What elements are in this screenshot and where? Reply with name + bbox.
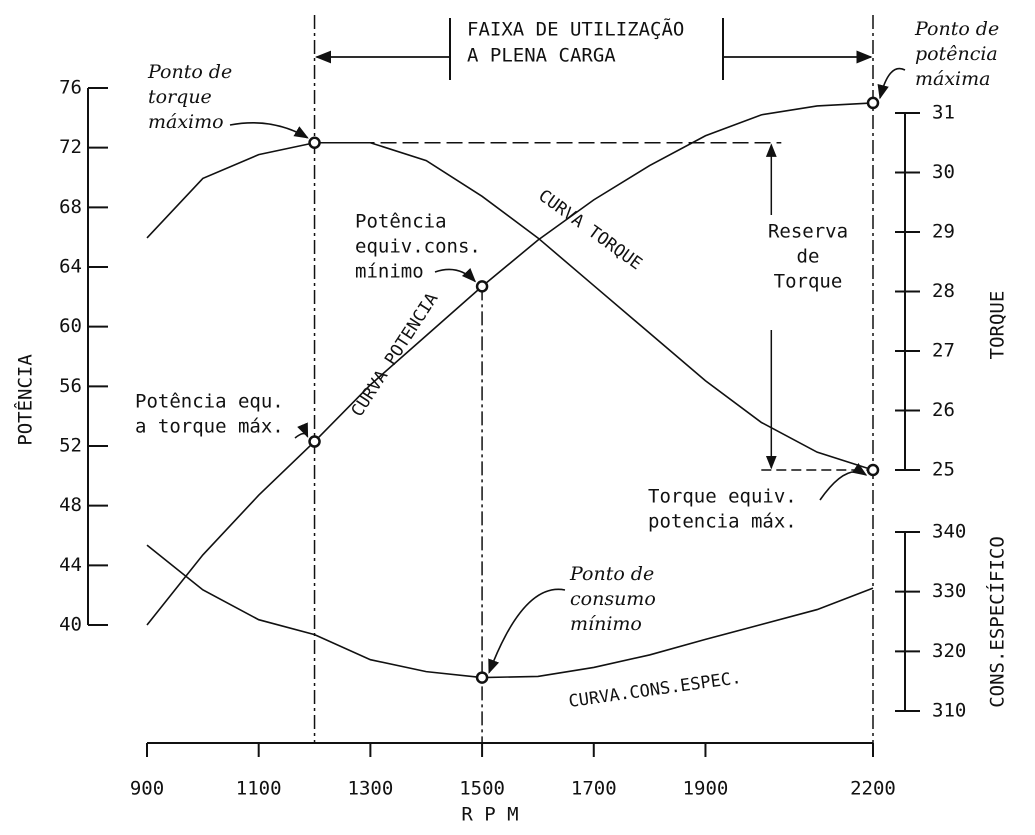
y-axis-label: POTÊNCIA [14, 354, 37, 446]
annotation: torque [148, 86, 212, 108]
y3-tick-label: 310 [932, 700, 966, 722]
band-label: FAIXA DE UTILIZAÇÃO [467, 18, 684, 41]
x-tick-label: 1700 [571, 778, 617, 800]
annotation: mínimo [570, 613, 642, 635]
x-tick-label: 2200 [850, 778, 896, 800]
annotation: a torque máx. [135, 416, 284, 438]
y-tick-label: 72 [59, 136, 82, 158]
x-tick-label: 900 [130, 778, 164, 800]
y-tick-label: 68 [59, 196, 82, 218]
y3-tick-label: 340 [932, 521, 966, 543]
y3-tick-label: 330 [932, 580, 966, 602]
y2-tick-label: 26 [932, 399, 955, 421]
arrow [488, 588, 566, 674]
arrow [819, 463, 868, 501]
band-label: A PLENA CARGA [467, 45, 616, 67]
annotation: máxima [915, 68, 990, 90]
y2-tick-label: 28 [932, 280, 955, 302]
annotation: equiv.cons. [355, 236, 481, 258]
curve [146, 544, 874, 679]
y2-axis-label: TORQUE [987, 291, 1009, 360]
annotation: mínimo [355, 261, 424, 283]
arrow [229, 121, 309, 139]
y-tick-label: 76 [59, 77, 82, 99]
curve-label: CURVA.CONS.ESPEC. [567, 668, 742, 712]
y3-tick-label: 320 [932, 640, 966, 662]
y-tick-label: 60 [59, 315, 82, 337]
annotation: Torque equiv. [648, 486, 797, 508]
x-tick-label: 1100 [236, 778, 282, 800]
y-tick-label: 52 [59, 435, 82, 457]
y2-tick-label: 30 [932, 161, 955, 183]
arrow [294, 422, 309, 439]
annotation: consumo [570, 588, 656, 610]
annotation: potencia máx. [648, 511, 797, 533]
arrow [877, 67, 906, 100]
annotation: Torque [774, 271, 843, 293]
arrow [434, 268, 477, 283]
curve [146, 141, 874, 471]
point [308, 136, 321, 149]
x-tick-label: 1500 [459, 778, 505, 800]
y-tick-label: 56 [59, 375, 82, 397]
x-axis-label: R P M [461, 804, 518, 826]
curve-label: CURVA POTENCIA [348, 289, 443, 420]
y-tick-label: 44 [59, 554, 82, 576]
annotation: máximo [148, 111, 224, 133]
annotation: Ponto de [569, 563, 654, 585]
point [308, 435, 321, 448]
annotation: Ponto de [914, 18, 999, 40]
x-tick-label: 1300 [348, 778, 394, 800]
annotation: Potência equ. [135, 391, 284, 413]
annotation: Potência [355, 211, 447, 233]
point [475, 671, 489, 684]
annotation: de [797, 246, 820, 268]
y2-tick-label: 29 [932, 221, 955, 243]
y2-tick-label: 27 [932, 340, 955, 362]
annotation: potência [915, 43, 998, 65]
y3-axis-label: CONS.ESPECÍFICO [986, 536, 1009, 708]
x-tick-label: 1900 [683, 778, 729, 800]
y2-tick-label: 25 [932, 459, 955, 481]
point [866, 463, 880, 477]
annotation: Reserva [768, 221, 848, 243]
point [866, 96, 880, 110]
annotation: Ponto de [147, 61, 232, 83]
point [475, 280, 489, 293]
y-tick-label: 64 [59, 256, 82, 278]
y2-tick-label: 31 [932, 102, 955, 124]
y-tick-label: 40 [59, 614, 82, 636]
y-tick-label: 48 [59, 494, 82, 516]
curve [146, 102, 874, 626]
